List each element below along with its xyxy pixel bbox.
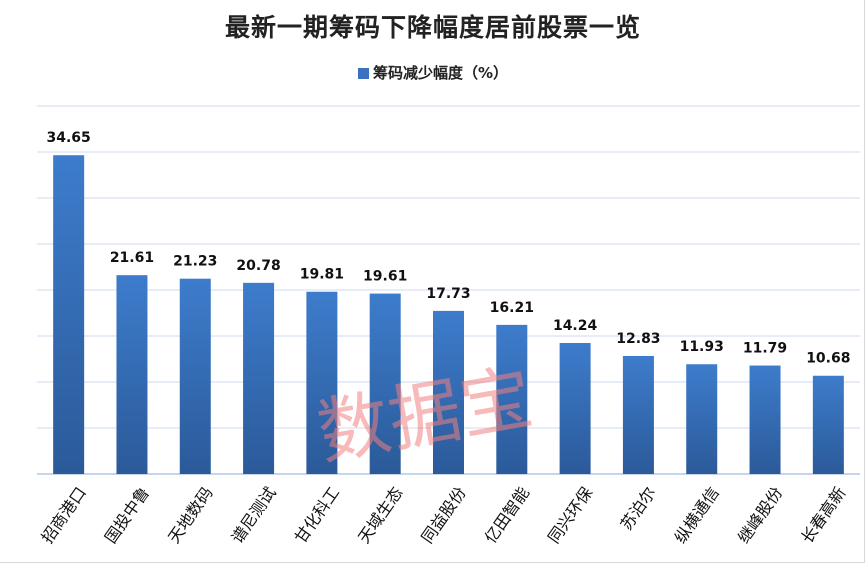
x-tick-label: 天地数码 [164, 483, 216, 546]
data-label: 10.68 [806, 351, 850, 367]
data-label: 14.24 [553, 318, 598, 334]
data-label: 20.78 [236, 258, 280, 274]
bar [496, 324, 528, 474]
x-tick-label: 谱尼测试 [228, 483, 280, 546]
x-tick-label: 国投中鲁 [101, 483, 153, 546]
bar [622, 355, 654, 474]
legend-label: 筹码减少幅度（%） [372, 64, 509, 82]
bar [116, 275, 148, 474]
data-label: 11.79 [743, 341, 787, 357]
x-tick-label: 招商港口 [38, 483, 90, 546]
bar [306, 291, 338, 474]
x-tick-label: 苏泊尔 [617, 483, 660, 533]
data-label: 19.81 [300, 267, 344, 283]
x-tick-label: 同益股份 [417, 483, 469, 546]
x-tick-label: 天域生态 [354, 483, 406, 546]
data-label: 11.93 [680, 339, 724, 355]
bar [812, 375, 844, 474]
x-tick-label: 同兴环保 [544, 483, 596, 546]
data-label: 17.73 [426, 286, 470, 302]
bar [179, 278, 211, 474]
data-label: 12.83 [616, 331, 660, 347]
x-tick-label: 纵横通信 [671, 483, 723, 546]
legend-swatch [357, 68, 369, 79]
bar [559, 342, 591, 474]
x-tick-label: 继峰股份 [734, 483, 786, 546]
bar [369, 293, 401, 474]
bar [53, 155, 85, 474]
bar [433, 310, 464, 474]
data-label: 16.21 [490, 300, 534, 316]
chart-title: 最新一期筹码下降幅度居前股票一览 [224, 13, 641, 42]
data-label: 34.65 [47, 130, 91, 146]
data-label: 19.61 [363, 269, 407, 285]
data-label: 21.61 [110, 250, 154, 266]
x-tick-label: 甘化科工 [291, 483, 343, 546]
data-label: 21.23 [173, 254, 217, 270]
x-tick-label: 长春高新 [797, 483, 849, 546]
x-tick-label: 亿田智能 [481, 483, 533, 546]
bar [243, 282, 275, 474]
legend: 筹码减少幅度（%） [0, 62, 866, 83]
bar [686, 364, 718, 474]
bar [749, 365, 781, 474]
